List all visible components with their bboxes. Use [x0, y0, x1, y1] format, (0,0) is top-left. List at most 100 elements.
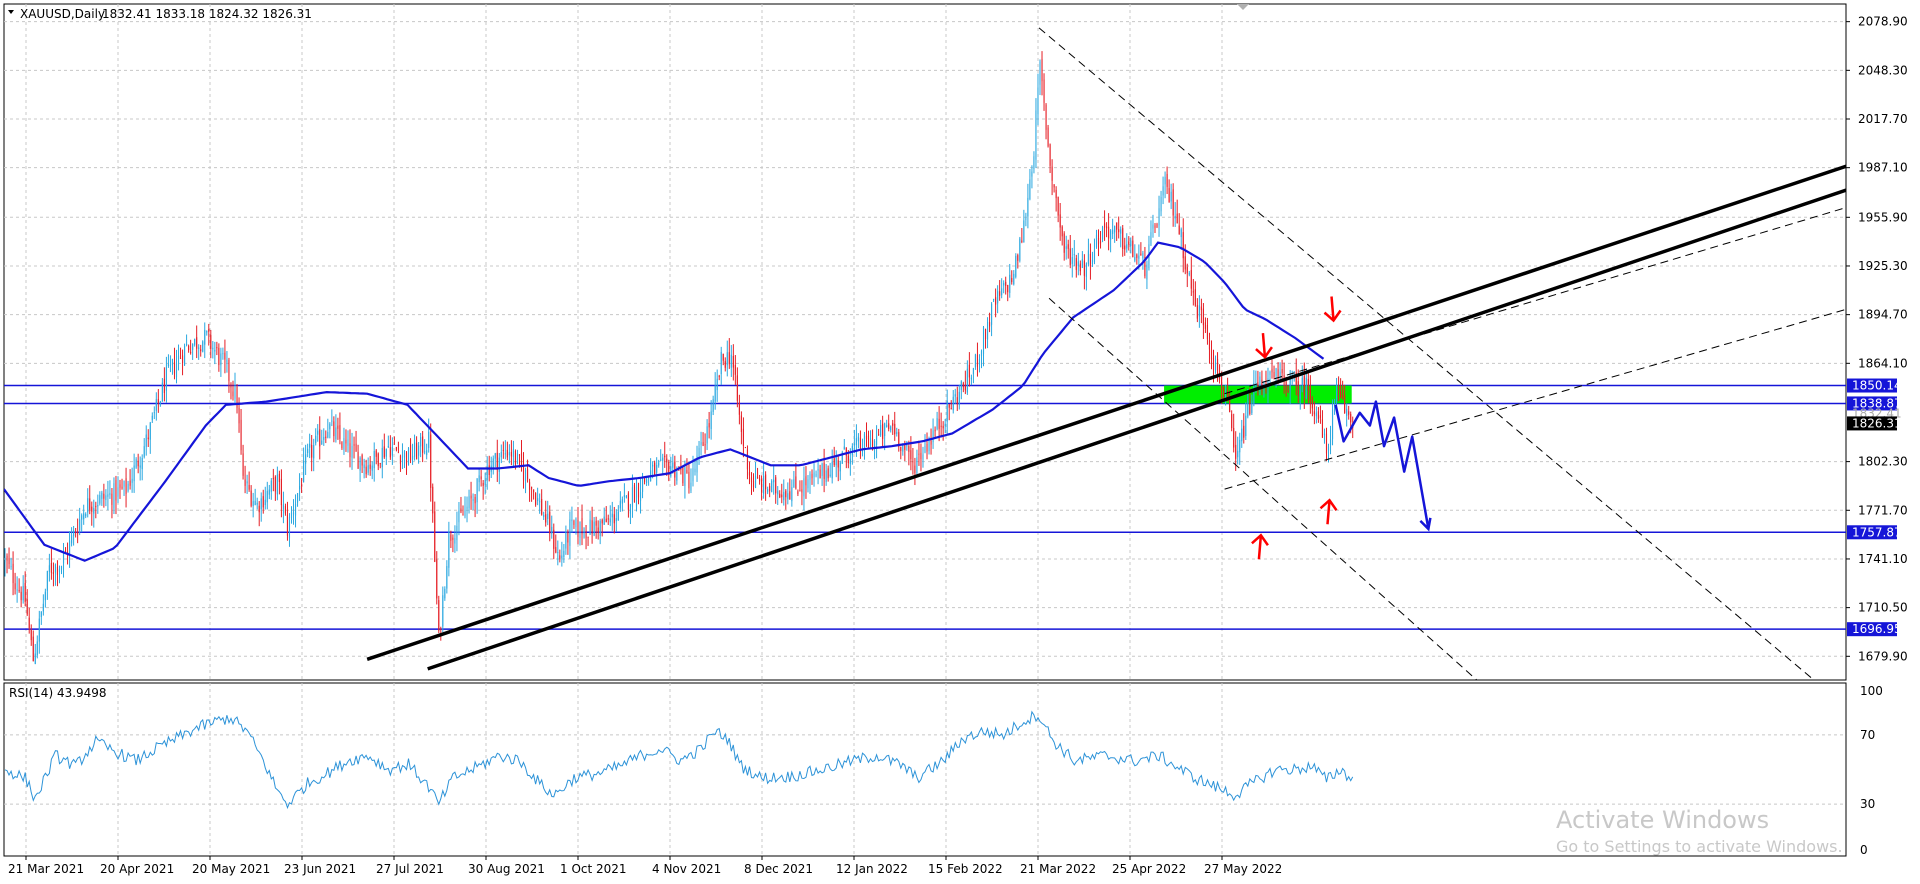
candle-bull — [206, 331, 208, 333]
candle-bear — [436, 559, 438, 599]
candle-bull — [1275, 368, 1277, 376]
level-label: 1850.14 — [1852, 379, 1902, 393]
candle-bull — [323, 436, 325, 440]
candle-bear — [1309, 388, 1311, 401]
candle-bull — [38, 618, 40, 642]
date-tick-label: 8 Dec 2021 — [744, 862, 813, 876]
candle-bear — [52, 572, 54, 574]
rsi-tick-label: 70 — [1860, 728, 1875, 742]
candle-bull — [700, 442, 702, 445]
trendline-solid — [366, 164, 1846, 661]
collapse-icon[interactable] — [8, 10, 14, 14]
candle-bull — [874, 440, 876, 447]
candle-bull — [446, 566, 448, 589]
candle-bull — [143, 446, 145, 457]
candle-bear — [1196, 305, 1198, 319]
candle-bull — [793, 479, 795, 488]
candle-bull — [294, 504, 297, 516]
candle-bull — [623, 495, 625, 498]
candle-bear — [1005, 281, 1007, 286]
candle-bear — [514, 451, 516, 465]
candle-bear — [918, 453, 920, 455]
candle-bear — [1106, 226, 1108, 229]
candle-bull — [690, 482, 692, 491]
candle-bear — [1047, 127, 1049, 147]
candle-bear — [688, 471, 690, 489]
candle-bear — [950, 407, 952, 410]
candle-bear — [962, 383, 964, 388]
candle-bull — [270, 480, 272, 492]
candle-bear — [1144, 257, 1146, 277]
candle-bull — [1259, 376, 1261, 391]
price-tick-label: 1741.10 — [1858, 552, 1908, 566]
candle-bear — [1043, 79, 1045, 103]
candle-bear — [377, 453, 379, 467]
candle-bull — [34, 653, 36, 665]
candle-bull — [803, 478, 805, 497]
candle-bull — [1263, 385, 1265, 394]
candle-bear — [1118, 229, 1120, 233]
candle-bull — [583, 528, 585, 538]
candle-bear — [756, 477, 759, 479]
candle-bull — [982, 327, 985, 354]
candle-bull — [371, 465, 373, 471]
candle-bull — [101, 492, 103, 499]
candle-bull — [817, 469, 819, 471]
candle-bull — [1087, 250, 1089, 264]
candle-bull — [204, 329, 206, 345]
candle-bear — [28, 617, 30, 628]
candle-bear — [432, 486, 434, 514]
candle-bull — [783, 492, 785, 501]
candle-bull — [1225, 391, 1227, 393]
candle-bear — [781, 494, 783, 498]
candle-bull — [468, 496, 470, 509]
candle-bear — [208, 328, 210, 332]
rsi-series — [4, 710, 1354, 810]
candle-bull — [855, 438, 857, 446]
candle-bull — [476, 478, 478, 503]
price-tick-label: 2048.30 — [1858, 63, 1908, 77]
candle-bull — [1279, 371, 1281, 380]
candle-bear — [224, 352, 226, 360]
candle-bull — [1198, 305, 1200, 317]
candle-bear — [89, 498, 91, 510]
candle-bull — [771, 480, 773, 493]
rsi-tick-label: 100 — [1860, 684, 1883, 698]
candle-bull — [1027, 197, 1029, 217]
date-tick-label: 1 Oct 2021 — [560, 862, 627, 876]
candle-bull — [4, 557, 6, 563]
candle-bull — [670, 466, 672, 477]
candle-bear — [894, 423, 896, 435]
candle-bear — [529, 482, 531, 490]
candle-bear — [811, 473, 813, 479]
candle-bull — [246, 481, 248, 484]
candle-bull — [127, 483, 129, 491]
candle-bear — [912, 461, 914, 463]
candle-bull — [944, 423, 946, 427]
candle-bull — [692, 468, 694, 482]
candle-bull — [1081, 259, 1083, 268]
candle-bull — [48, 565, 50, 572]
candle-bear — [654, 462, 656, 477]
candle-bull — [202, 341, 204, 352]
candle-bull — [980, 350, 983, 356]
candle-bull — [268, 489, 270, 495]
candle-bull — [1003, 283, 1005, 286]
candle-bull — [500, 451, 502, 458]
candle-bull — [1170, 191, 1172, 202]
candle-bull — [60, 565, 63, 570]
trendline-solid — [427, 188, 1846, 671]
candle-bear — [1338, 386, 1340, 391]
candle-bull — [290, 512, 293, 518]
candle-bull — [543, 515, 545, 517]
candle-bull — [593, 521, 595, 536]
candle-bull — [1241, 428, 1243, 442]
candle-bull — [335, 427, 337, 440]
candle-bull — [1146, 264, 1148, 280]
candle-bear — [518, 454, 521, 456]
blue-projection-path — [1334, 400, 1430, 530]
candle-bull — [599, 520, 601, 536]
current-price-box — [1847, 416, 1897, 431]
candle-bull — [1101, 226, 1104, 240]
scroll-marker-icon[interactable] — [1237, 4, 1249, 10]
